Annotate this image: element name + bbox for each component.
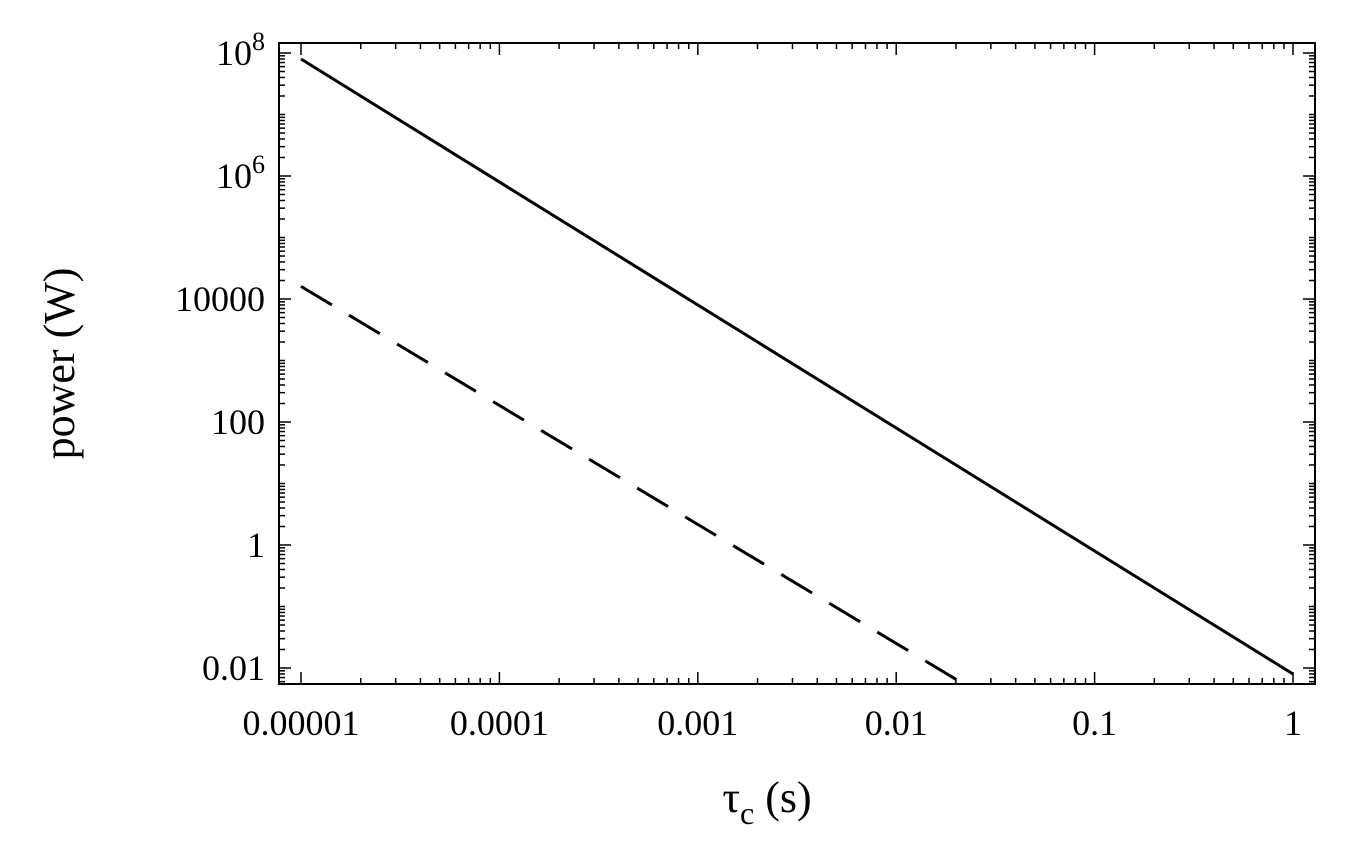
series-line-2 [300,285,967,684]
y-axis-label: power (W) [35,268,84,460]
y-tick-label: 108 [216,27,265,73]
x-axis-label: τc (s) [722,773,811,831]
x-tick-label: 0.00001 [243,703,360,743]
y-tick-label: 10000 [175,279,265,319]
y-tick-labels: 108 106 10000 100 1 0.01 [175,27,265,688]
x-axis-label-symbol: τ [722,773,740,822]
y-tick-label: 0.01 [202,648,265,688]
x-axis-label-subscript: c [740,795,754,831]
x-tick-labels: 0.00001 0.0001 0.001 0.01 0.1 1 [243,703,1303,743]
y-tick-label: 100 [211,402,265,442]
x-tick-label: 0.001 [657,703,738,743]
x-tick-label: 0.01 [865,703,928,743]
x-tick-label: 0.1 [1072,703,1117,743]
series-layer [300,57,1294,684]
x-tick-label: 0.0001 [450,703,549,743]
x-axis-label-unit: (s) [754,773,811,822]
plot-frame [278,42,1316,685]
y-tick-label: 106 [216,150,265,196]
y-tick-label: 1 [247,525,265,565]
x-tick-label: 1 [1284,703,1302,743]
ticks-layer [279,43,1315,684]
series-line-1 [300,57,1294,676]
